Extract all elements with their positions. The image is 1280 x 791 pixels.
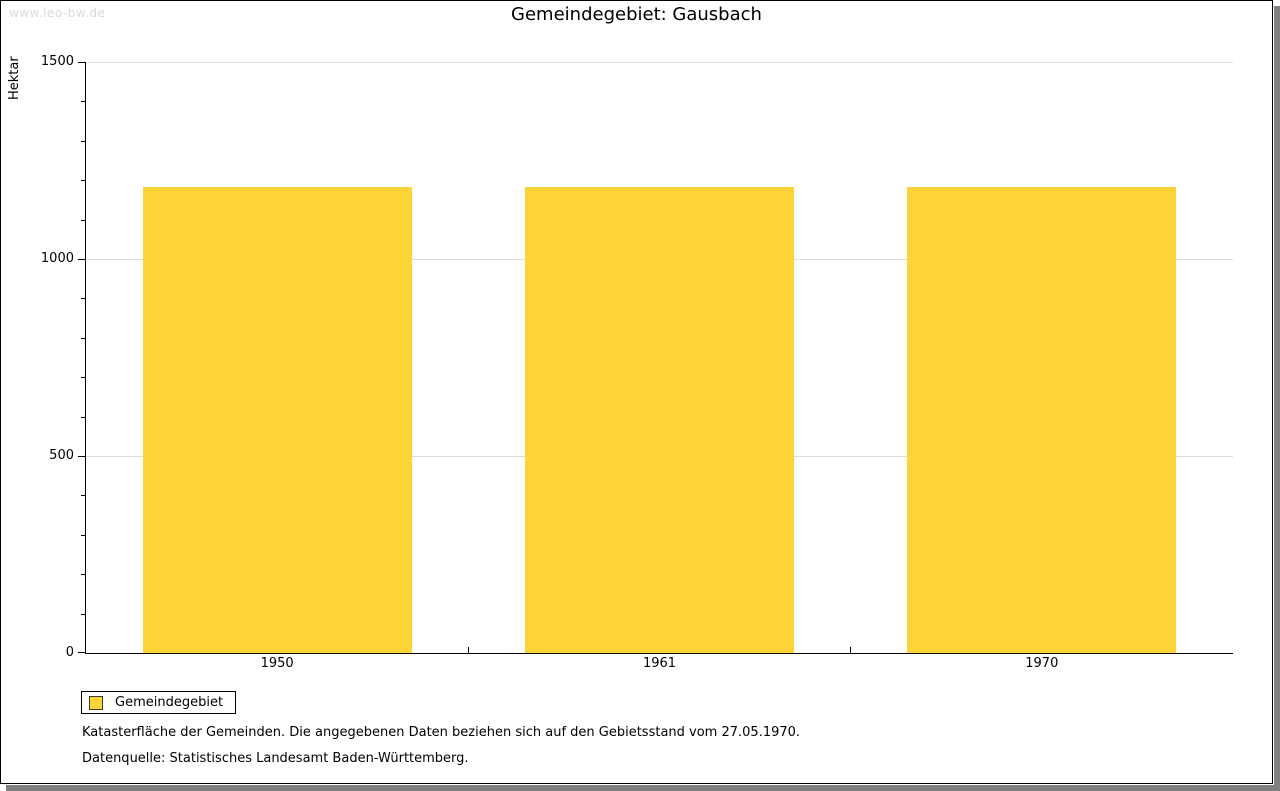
footnote-data-source: Datenquelle: Statistisches Landesamt Bad… bbox=[82, 751, 469, 766]
y-axis-minor-tick bbox=[81, 416, 86, 418]
x-axis-tick-label: 1961 bbox=[642, 656, 677, 671]
plot-area: 0 500 1000 1500 1950 1961 1970 bbox=[41, 55, 1233, 671]
y-axis-major-tick bbox=[78, 62, 86, 63]
y-axis-title: Hektar bbox=[7, 56, 22, 100]
y-axis-tick-label: 0 bbox=[65, 645, 74, 660]
y-axis-minor-tick bbox=[81, 140, 86, 142]
chart-title: Gemeindegebiet: Gausbach bbox=[511, 4, 762, 25]
bar-1970 bbox=[907, 187, 1177, 653]
y-axis-tick-label: 1500 bbox=[40, 54, 74, 69]
x-axis-category-tick bbox=[850, 647, 852, 653]
y-axis-minor-tick bbox=[81, 101, 86, 103]
page-shadow-right bbox=[1274, 6, 1280, 791]
legend-box: Gemeindegebiet bbox=[81, 691, 237, 714]
x-axis-tick-label: 1970 bbox=[1025, 656, 1059, 671]
y-axis-minor-tick bbox=[81, 534, 86, 536]
y-axis-minor-tick bbox=[81, 377, 86, 379]
x-axis-tick-label: 1950 bbox=[260, 656, 294, 671]
y-axis-tick-label: 500 bbox=[49, 448, 74, 463]
y-axis-minor-tick bbox=[81, 219, 86, 221]
y-axis-minor-tick bbox=[81, 613, 86, 615]
y-axis-major-tick bbox=[78, 456, 86, 457]
watermark-text: www.leo-bw.de bbox=[9, 6, 106, 20]
x-axis-category-tick bbox=[467, 647, 469, 653]
footnote-source-note: Katasterfläche der Gemeinden. Die angege… bbox=[82, 725, 801, 740]
y-axis-minor-tick bbox=[81, 298, 86, 300]
y-axis-minor-tick bbox=[81, 495, 86, 497]
page-shadow-bottom bbox=[6, 785, 1274, 791]
y-axis-major-tick bbox=[78, 652, 86, 653]
bar-1961 bbox=[525, 187, 794, 653]
legend-label: Gemeindegebiet bbox=[115, 695, 224, 710]
y-axis-tick-label: 1000 bbox=[40, 251, 74, 266]
legend-swatch-icon bbox=[89, 695, 103, 710]
y-axis-minor-tick bbox=[81, 180, 86, 182]
y-axis-minor-tick bbox=[81, 574, 86, 576]
y-axis-major-tick bbox=[78, 259, 86, 260]
bar-1950 bbox=[142, 187, 412, 653]
y-axis-minor-tick bbox=[81, 337, 86, 339]
y-gridline bbox=[86, 62, 1233, 63]
